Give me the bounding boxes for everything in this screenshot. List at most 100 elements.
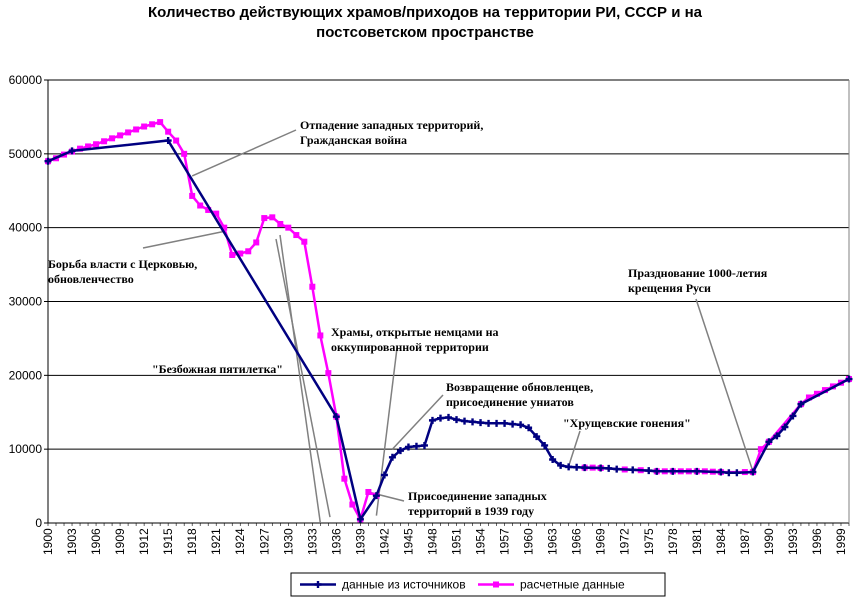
data-point xyxy=(509,420,517,428)
legend-label: данные из источников xyxy=(342,578,466,592)
data-point xyxy=(412,442,420,450)
data-point xyxy=(85,143,92,150)
data-point xyxy=(789,412,797,420)
y-axis-ticks: 0 10000 20000 30000 40000 50000 60000 xyxy=(9,73,48,530)
x-tick-label: 1939 xyxy=(353,528,367,555)
annotation-leader-line xyxy=(695,298,754,472)
annotation-label: Гражданская война xyxy=(300,133,407,147)
data-point xyxy=(565,463,573,471)
data-point xyxy=(749,468,757,476)
x-tick-label: 1957 xyxy=(498,528,512,555)
data-point xyxy=(133,126,140,133)
x-tick-label: 1981 xyxy=(690,528,704,555)
data-point xyxy=(821,387,828,394)
data-point xyxy=(797,400,805,408)
x-tick-label: 1900 xyxy=(41,528,55,555)
x-tick-label: 1945 xyxy=(401,528,415,555)
data-point xyxy=(309,283,316,290)
data-point xyxy=(445,413,452,421)
x-tick-label: 1972 xyxy=(618,528,632,555)
x-tick-label: 1936 xyxy=(329,528,343,555)
data-point xyxy=(477,419,485,427)
data-point xyxy=(813,390,820,397)
data-point xyxy=(197,202,204,209)
series-lines xyxy=(44,119,853,523)
x-tick-label: 1912 xyxy=(137,528,151,555)
data-point xyxy=(44,157,52,165)
data-point xyxy=(317,332,324,339)
data-point xyxy=(541,441,549,449)
annotation-label: Празднование 1000-летия xyxy=(628,266,768,280)
data-point xyxy=(845,375,853,383)
data-point xyxy=(605,464,613,472)
annotation-label: "Хрущевские гонения" xyxy=(563,416,691,430)
data-point xyxy=(349,501,356,508)
data-point xyxy=(356,515,364,523)
data-point xyxy=(653,467,661,475)
annotation-leader-line xyxy=(391,394,444,450)
x-tick-label: 1954 xyxy=(474,528,488,555)
data-point xyxy=(485,419,493,427)
data-point xyxy=(597,464,605,472)
data-point xyxy=(237,250,244,257)
data-point xyxy=(396,447,404,455)
annotation-label: Присоединение западных xyxy=(408,489,547,503)
x-tick-label: 1921 xyxy=(209,528,223,555)
y-tick-label: 20000 xyxy=(9,368,43,382)
x-tick-label: 1999 xyxy=(834,528,848,555)
data-point xyxy=(517,421,525,429)
data-point xyxy=(453,416,461,424)
data-point xyxy=(525,424,533,432)
x-axis-ticks: 1900 1903 1906 1909 1912 1915 1918 1921 1924 1927… xyxy=(41,523,850,555)
data-point xyxy=(380,471,388,479)
data-point xyxy=(629,466,637,474)
x-tick-label: 1966 xyxy=(570,528,584,555)
data-point xyxy=(717,468,725,476)
legend: данные из источников расчетные данные xyxy=(290,572,666,597)
data-point xyxy=(149,121,156,128)
annotation-label: оккупированной территории xyxy=(331,340,489,354)
x-tick-label: 1963 xyxy=(546,528,560,555)
data-point xyxy=(461,417,469,425)
annotation-label: Возвращение обновленцев, xyxy=(446,380,593,394)
chart-title-line: Количество действующих храмов/приходов н… xyxy=(148,4,703,21)
data-point xyxy=(733,469,741,477)
x-tick-label: 1978 xyxy=(666,528,680,555)
data-point xyxy=(93,141,100,148)
data-point xyxy=(68,147,76,155)
data-point xyxy=(213,210,220,217)
annotation-leader-line xyxy=(142,230,225,249)
x-tick-label: 1903 xyxy=(65,528,79,555)
data-point xyxy=(293,232,300,239)
x-tick-label: 1933 xyxy=(305,528,319,555)
y-tick-label: 30000 xyxy=(9,295,43,309)
chart-title: Количество действующих храмов/приходов н… xyxy=(148,4,703,41)
data-point xyxy=(221,224,228,231)
data-point xyxy=(165,128,172,135)
data-point xyxy=(428,416,436,424)
x-tick-label: 1909 xyxy=(113,528,127,555)
data-point xyxy=(693,467,701,475)
x-tick-label: 1987 xyxy=(738,528,752,555)
data-point xyxy=(285,224,292,231)
annotation-label: Отпадение западных территорий, xyxy=(300,118,483,132)
x-tick-label: 1918 xyxy=(185,528,199,555)
data-point xyxy=(645,467,653,475)
x-tick-label: 1930 xyxy=(281,528,295,555)
y-tick-label: 10000 xyxy=(9,442,43,456)
data-point xyxy=(101,138,108,145)
data-point xyxy=(725,469,733,477)
x-tick-label: 1993 xyxy=(786,528,800,555)
x-tick-label: 1915 xyxy=(161,528,175,555)
data-point xyxy=(613,465,621,473)
data-point xyxy=(109,135,116,142)
data-point xyxy=(325,370,332,377)
data-point xyxy=(77,145,84,152)
annotation-label: "Безбожная пятилетка" xyxy=(152,362,283,376)
data-point xyxy=(269,214,276,221)
data-point xyxy=(229,251,236,258)
data-point xyxy=(469,418,477,426)
annotation-label: Борьба власти с Церковью, xyxy=(48,257,197,271)
data-point xyxy=(117,132,124,139)
